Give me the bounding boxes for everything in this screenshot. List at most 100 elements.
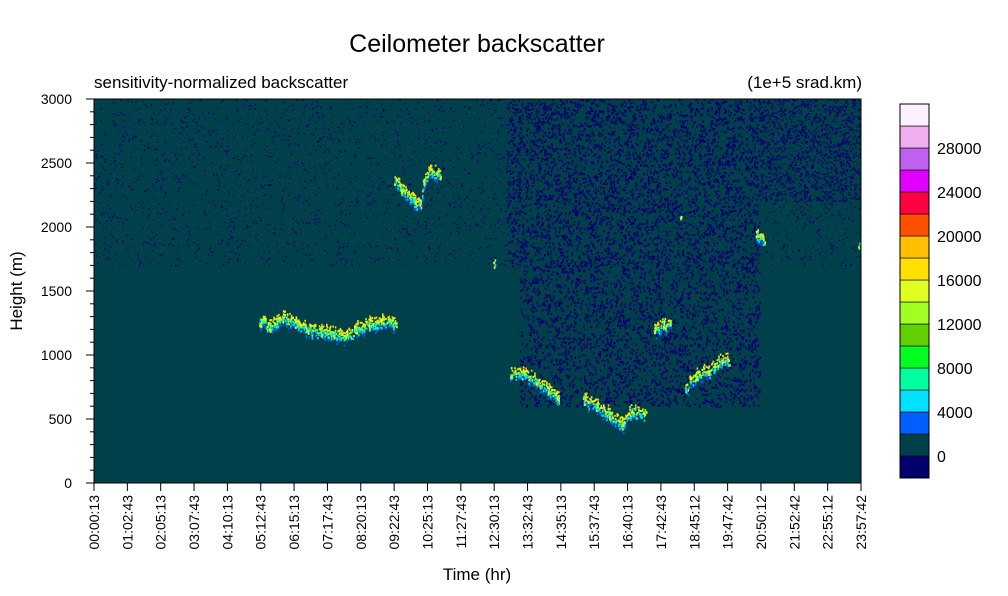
noise-cell	[655, 265, 658, 267]
noise-cell	[286, 241, 289, 244]
noise-cell	[349, 121, 352, 124]
noise-cell	[266, 129, 268, 131]
noise-cell	[714, 312, 717, 315]
noise-cell	[98, 202, 100, 205]
noise-cell	[101, 186, 104, 188]
noise-cell	[413, 218, 415, 220]
noise-cell	[434, 260, 436, 262]
noise-cell	[150, 135, 152, 138]
noise-cell	[275, 147, 277, 150]
noise-cell	[701, 126, 703, 128]
noise-cell	[687, 211, 689, 214]
noise-cell	[196, 243, 199, 246]
noise-cell	[187, 244, 189, 247]
noise-cell	[411, 117, 413, 119]
noise-cell	[120, 196, 123, 198]
noise-cell	[114, 123, 117, 126]
noise-cell	[493, 231, 495, 233]
noise-cell	[494, 238, 496, 240]
noise-cell	[115, 239, 117, 242]
noise-cell	[292, 117, 295, 119]
noise-cell	[110, 233, 113, 236]
noise-cell	[197, 248, 200, 250]
noise-cell	[827, 157, 829, 159]
noise-cell	[671, 136, 673, 139]
noise-cell	[547, 114, 549, 116]
noise-cell	[452, 196, 455, 198]
noise-cell	[353, 121, 356, 123]
noise-cell	[805, 252, 807, 254]
noise-cell	[429, 199, 432, 201]
noise-cell	[118, 153, 121, 156]
noise-cell	[440, 141, 442, 143]
noise-cell	[260, 220, 262, 222]
noise-cell	[528, 184, 530, 187]
noise-cell	[734, 193, 737, 195]
noise-cell	[363, 123, 365, 126]
noise-cell	[803, 226, 805, 228]
noise-cell	[401, 227, 404, 229]
noise-cell	[497, 133, 499, 135]
noise-cell	[620, 111, 622, 114]
noise-cell	[571, 233, 574, 235]
noise-cell	[707, 149, 709, 151]
noise-cell	[545, 132, 547, 134]
noise-cell	[740, 283, 743, 286]
noise-cell	[298, 196, 301, 198]
noise-cell	[116, 241, 119, 243]
noise-cell	[389, 247, 391, 249]
noise-cell	[119, 264, 121, 267]
noise-cell	[727, 253, 729, 255]
noise-cell	[448, 126, 451, 129]
noise-cell	[478, 118, 481, 120]
noise-cell	[664, 151, 666, 154]
noise-cell	[395, 239, 397, 241]
noise-cell	[530, 197, 532, 200]
noise-cell	[285, 175, 287, 178]
noise-cell	[418, 129, 421, 131]
noise-cell	[466, 196, 468, 199]
noise-cell	[396, 247, 399, 250]
noise-cell	[711, 185, 713, 188]
noise-cell	[378, 258, 381, 260]
noise-cell	[552, 132, 554, 134]
noise-cell	[512, 236, 514, 238]
noise-cell	[514, 210, 516, 212]
noise-cell	[530, 237, 533, 240]
noise-cell	[511, 123, 514, 125]
noise-cell	[846, 236, 849, 239]
noise-cell	[299, 228, 302, 231]
noise-cell	[564, 113, 567, 116]
noise-cell	[157, 141, 160, 143]
noise-cell	[730, 385, 732, 388]
noise-cell	[538, 120, 540, 123]
noise-cell	[331, 234, 333, 236]
noise-cell	[540, 114, 543, 116]
noise-cell	[350, 181, 352, 184]
noise-cell	[520, 252, 522, 254]
noise-cell	[336, 254, 339, 256]
noise-cell	[478, 186, 481, 189]
noise-cell	[642, 251, 644, 254]
noise-cell	[100, 143, 103, 145]
noise-cell	[673, 114, 676, 116]
noise-cell	[739, 158, 742, 160]
noise-cell	[334, 201, 336, 204]
noise-cell	[382, 108, 385, 110]
noise-cell	[840, 264, 843, 267]
noise-cell	[126, 198, 129, 200]
noise-cell	[803, 264, 805, 266]
noise-cell	[844, 232, 846, 235]
noise-cell	[310, 259, 312, 262]
noise-cell	[405, 228, 408, 230]
noise-cell	[785, 251, 787, 254]
noise-cell	[553, 159, 555, 161]
noise-cell	[613, 134, 615, 136]
noise-cell	[585, 217, 588, 220]
noise-cell	[187, 245, 190, 248]
noise-cell	[645, 100, 647, 102]
noise-cell	[250, 154, 252, 156]
noise-cell	[131, 238, 133, 241]
noise-cell	[546, 214, 548, 217]
noise-cell	[527, 241, 529, 244]
